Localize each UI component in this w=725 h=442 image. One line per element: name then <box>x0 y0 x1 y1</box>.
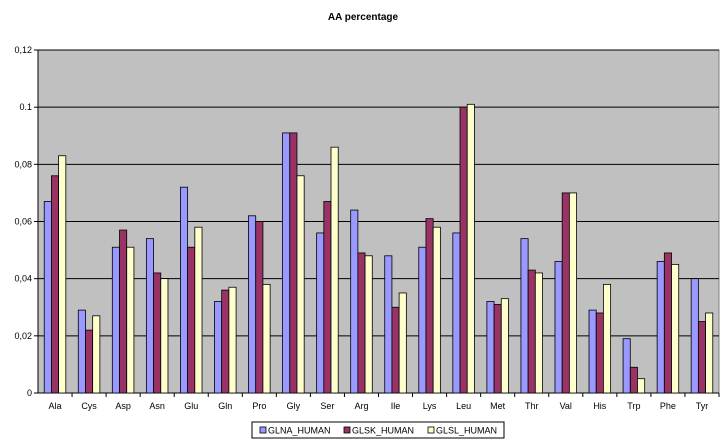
bar-glna-human-leu <box>452 232 461 394</box>
x-tick-label: Phe <box>660 401 676 411</box>
x-tick-label: Asp <box>115 401 131 411</box>
bar-glsk-human-thr <box>527 269 536 394</box>
bar-glsl-human-gly <box>296 175 305 394</box>
bar-glna-human-glu <box>180 186 189 394</box>
legend: GLNA_HUMAN GLSK_HUMAN GLSL_HUMAN <box>251 421 505 439</box>
x-tick-label: Arg <box>354 401 368 411</box>
bar-glna-human-ile <box>384 255 393 394</box>
bar-glna-human-lys <box>418 246 427 394</box>
bar-glsl-human-ile <box>398 292 407 394</box>
bar-glna-human-trp <box>622 338 631 394</box>
y-tick-label: 0,04 <box>14 274 32 284</box>
bar-glsl-human-val <box>568 192 577 394</box>
x-tick-label: Ile <box>391 401 401 411</box>
bar-glna-human-asp <box>111 246 120 394</box>
x-tick-label: Lys <box>423 401 437 411</box>
bar-glsl-human-leu <box>466 103 475 394</box>
bar-glsl-human-asp <box>126 246 135 394</box>
bar-glna-human-his <box>588 309 597 394</box>
x-tick-label: Ser <box>320 401 334 411</box>
bar-glsl-human-arg <box>364 255 373 394</box>
bar-glna-human-met <box>486 301 495 394</box>
x-tick-label: Cys <box>81 401 97 411</box>
x-tick-label: Glu <box>184 401 198 411</box>
bar-glna-human-asn <box>145 238 154 394</box>
x-tick-label: Pro <box>252 401 266 411</box>
bar-glna-human-thr <box>520 238 529 394</box>
bar-glna-human-arg <box>350 209 359 394</box>
bar-glsk-human-ile <box>391 306 400 394</box>
bar-glsl-human-pro <box>262 283 271 394</box>
bar-glsk-human-val <box>561 192 570 394</box>
y-tick-label: 0.1 <box>19 102 32 112</box>
bar-glsk-human-ser <box>323 201 332 394</box>
x-tick-label: Thr <box>525 401 539 411</box>
x-tick-label: Gly <box>287 401 301 411</box>
bar-glna-human-phe <box>656 261 665 394</box>
bar-glsk-human-asn <box>153 272 162 394</box>
y-tick-label: 0,08 <box>14 159 32 169</box>
x-tick-label: His <box>593 401 606 411</box>
bar-glsk-human-pro <box>255 221 264 394</box>
plot-area: 0 0,02 0,04 0,06 0,08 0.1 0,12 Ala Cys Asp Asn Glu G… <box>14 45 720 411</box>
legend-box <box>251 421 505 439</box>
bar-glsl-human-trp <box>637 378 646 394</box>
legend-label: GLNA_HUMAN <box>268 426 331 436</box>
y-tick-label: 0,02 <box>14 331 32 341</box>
x-tick-label: Val <box>560 401 572 411</box>
bar-glna-human-gly <box>282 132 291 394</box>
bar-glna-human-gln <box>214 301 223 394</box>
legend-swatch <box>343 426 351 434</box>
bar-glsl-human-cys <box>92 315 101 394</box>
bar-glsl-human-ser <box>330 146 339 394</box>
bar-glsl-human-ala <box>58 155 67 394</box>
bar-glsk-human-leu <box>459 106 468 394</box>
bar-glsl-human-glu <box>194 226 203 394</box>
legend-swatch <box>427 426 435 434</box>
bar-glsk-human-gly <box>289 132 298 394</box>
bar-glsk-human-lys <box>425 218 434 394</box>
bar-glsk-human-asp <box>119 229 128 394</box>
x-tick-label: Tyr <box>696 401 709 411</box>
bar-glsl-human-asn <box>160 278 169 394</box>
bar-glsl-human-thr <box>534 272 543 394</box>
legend-label: GLSK_HUMAN <box>352 426 414 436</box>
bar-glsk-human-phe <box>663 252 672 394</box>
bar-glsk-human-tyr <box>697 321 706 394</box>
chart-title: AA percentage <box>328 12 399 23</box>
bar-glsk-human-gln <box>221 289 230 394</box>
bar-glsl-human-his <box>603 283 612 394</box>
y-tick-label: 0,12 <box>14 45 32 55</box>
bar-glsk-human-his <box>595 312 604 394</box>
bar-glsk-human-ala <box>51 175 60 394</box>
bar-glsk-human-met <box>493 303 502 394</box>
bar-glna-human-tyr <box>690 278 699 394</box>
x-tick-label: Ala <box>49 401 62 411</box>
bar-glsl-human-met <box>500 298 509 394</box>
bar-glsk-human-cys <box>85 329 94 394</box>
bar-glna-human-val <box>554 261 563 394</box>
bar-glsk-human-arg <box>357 252 366 394</box>
x-tick-label: Trp <box>627 401 640 411</box>
bar-glsl-human-gln <box>228 286 237 394</box>
bar-glna-human-ser <box>316 232 325 394</box>
bar-glna-human-cys <box>77 309 86 394</box>
legend-label: GLSL_HUMAN <box>436 426 497 436</box>
legend-swatch <box>259 426 267 434</box>
bar-glna-human-pro <box>248 215 257 394</box>
x-tick-label: Leu <box>456 401 471 411</box>
x-tick-label: Gln <box>218 401 232 411</box>
bar-glsl-human-phe <box>671 263 680 394</box>
y-tick-label: 0,06 <box>14 217 32 227</box>
bar-glsk-human-trp <box>629 366 638 394</box>
x-tick-label: Asn <box>149 401 165 411</box>
bar-glsk-human-glu <box>187 246 196 394</box>
bar-glna-human-ala <box>43 201 52 394</box>
bar-glsl-human-lys <box>432 226 441 394</box>
bar-glsl-human-tyr <box>705 312 714 394</box>
y-tick-label: 0 <box>27 388 32 398</box>
x-tick-label: Met <box>490 401 506 411</box>
